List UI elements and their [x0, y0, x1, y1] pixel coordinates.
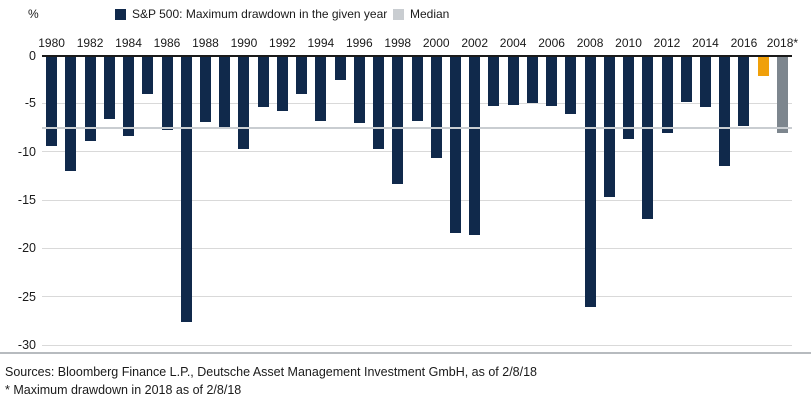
- gridline--20: [42, 247, 792, 249]
- bar-1991: [257, 55, 269, 108]
- x-tick-2002: 2002: [461, 36, 489, 50]
- sources-text: Sources: Bloomberg Finance L.P., Deutsch…: [5, 365, 537, 379]
- median-legend-label: Median: [410, 7, 450, 21]
- x-tick-2018: 2018*: [766, 36, 799, 50]
- x-tick-2000: 2000: [422, 36, 450, 50]
- bar-2014: [699, 55, 711, 108]
- y-axis: 0 -5 -10 -15 -20 -25 -30: [0, 50, 36, 351]
- bar-2007: [565, 55, 577, 114]
- bar-1983: [103, 55, 115, 119]
- bar-2018: [776, 55, 788, 134]
- x-tick-1984: 1984: [115, 36, 142, 50]
- gridline--30: [42, 344, 792, 346]
- bar-1993: [296, 55, 308, 94]
- bar-1988: [199, 55, 211, 122]
- bar-2003: [488, 55, 500, 107]
- bar-1990: [238, 55, 250, 149]
- plot-area: [42, 55, 792, 346]
- gridline--25: [42, 296, 792, 298]
- bar-2001: [449, 55, 461, 233]
- x-tick-2012: 2012: [653, 36, 681, 50]
- footnote-text: * Maximum drawdown in 2018 as of 2/8/18: [5, 383, 242, 398]
- bar-2010: [623, 55, 635, 140]
- x-tick-1992: 1992: [269, 36, 296, 50]
- bar-1987: [180, 55, 192, 322]
- y-tick--5: -5: [24, 96, 36, 111]
- bar-2016: [738, 55, 750, 126]
- x-tick-1980: 1980: [38, 36, 65, 50]
- bar-1986: [161, 55, 173, 131]
- bar-1992: [276, 55, 288, 112]
- x-tick-2014: 2014: [692, 36, 719, 50]
- gridline--15: [42, 199, 792, 201]
- gridline--10: [42, 151, 792, 153]
- bar-2005: [526, 55, 538, 104]
- bar-1996: [353, 55, 365, 123]
- median-legend-swatch: [393, 8, 404, 20]
- y-tick--20: -20: [17, 241, 36, 256]
- chart-legend: % S&P 500: Maximum drawdown in the given…: [0, 0, 811, 30]
- bar-2013: [680, 55, 692, 103]
- bar-2000: [430, 55, 442, 159]
- bar-1997: [373, 55, 385, 149]
- bar-2015: [719, 55, 731, 167]
- bar-2008: [584, 55, 596, 308]
- y-tick--15: -15: [17, 192, 36, 207]
- median-line: [42, 127, 792, 130]
- y-axis-unit-label: %: [28, 7, 39, 21]
- drawdown-bar-chart: 0 -5 -10 -15 -20 -25 -30 1980 1982 1984 1986 1988 1…: [0, 30, 811, 351]
- legend-item-sp500: S&P 500: Maximum drawdown in the given y…: [115, 7, 387, 21]
- bar-1985: [142, 55, 154, 94]
- bar-1981: [65, 55, 77, 171]
- plot-wrap: 1980 1982 1984 1986 1988 1990 1992 1994 1996 1998…: [38, 30, 798, 346]
- bar-1995: [334, 55, 346, 81]
- x-tick-2010: 2010: [615, 36, 642, 50]
- bar-1980: [46, 55, 58, 146]
- bar-2004: [507, 55, 519, 106]
- y-tick--10: -10: [17, 144, 36, 159]
- x-tick-1988: 1988: [192, 36, 219, 50]
- x-tick-2016: 2016: [730, 36, 758, 50]
- bar-1998: [392, 55, 404, 184]
- x-tick-2006: 2006: [538, 36, 565, 50]
- y-tick-0: 0: [29, 48, 36, 63]
- legend-item-median: Median: [393, 7, 449, 21]
- bar-2011: [642, 55, 654, 220]
- x-tick-1990: 1990: [230, 36, 258, 50]
- bar-2017: [757, 55, 769, 77]
- x-tick-1998: 1998: [384, 36, 412, 50]
- sp500-legend-label: S&P 500: Maximum drawdown in the given y…: [132, 7, 388, 21]
- bar-2009: [603, 55, 615, 198]
- x-tick-1982: 1982: [76, 36, 104, 50]
- x-axis: 1980 1982 1984 1986 1988 1990 1992 1994 1996 1998…: [38, 30, 798, 55]
- x-tick-2008: 2008: [576, 36, 604, 50]
- bar-1984: [123, 55, 135, 137]
- y-tick--25: -25: [17, 289, 36, 304]
- y-tick--30: -30: [17, 337, 36, 352]
- x-tick-1986: 1986: [153, 36, 181, 50]
- x-tick-2004: 2004: [499, 36, 527, 50]
- bar-1989: [219, 55, 231, 127]
- sp500-legend-swatch: [115, 8, 126, 20]
- bar-2006: [546, 55, 558, 107]
- bar-2002: [469, 55, 481, 235]
- zero-axis-line: [42, 55, 792, 57]
- bar-1994: [315, 55, 327, 121]
- x-tick-1994: 1994: [307, 36, 335, 50]
- x-tick-1996: 1996: [345, 36, 373, 50]
- bar-1982: [84, 55, 96, 142]
- bar-2012: [661, 55, 673, 134]
- bar-1999: [411, 55, 423, 121]
- chart-footer: Sources: Bloomberg Finance L.P., Deutsch…: [0, 352, 811, 399]
